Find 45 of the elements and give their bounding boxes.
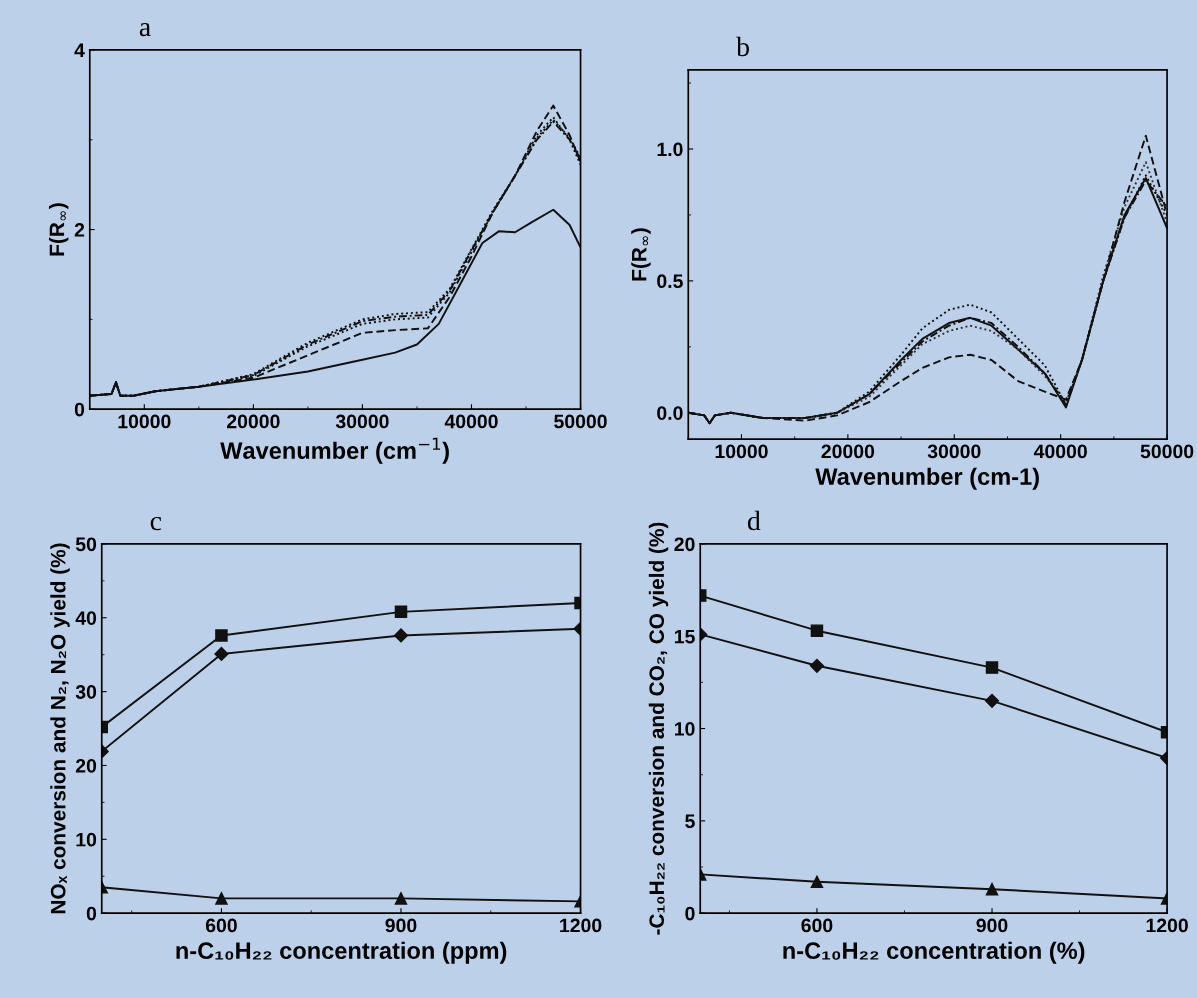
x-axis-title: n-C₁₀H₂₂ concentration (ppm) — [176, 941, 507, 964]
x-axis-title: Wavenumber (cm-1) — [815, 467, 1039, 490]
x-tick-label: 1200 — [560, 918, 602, 933]
y-tick-label: 1.0 — [657, 142, 683, 157]
x-tick-label: 600 — [801, 918, 833, 933]
y-tick-label: 0.5 — [657, 274, 683, 289]
x-tick-label: 20000 — [821, 444, 875, 459]
chart-title: d — [747, 510, 761, 531]
chart-title: b — [736, 36, 749, 57]
chart-title: a — [139, 22, 151, 37]
x-tick-label: 1200 — [1146, 918, 1188, 933]
x-tick-label: 900 — [385, 918, 417, 933]
x-tick-label: 10000 — [118, 414, 171, 429]
y-tick-label: 10 — [76, 832, 97, 847]
y-tick-label: 4 — [74, 43, 85, 57]
x-tick-label: 10000 — [715, 444, 768, 459]
y-tick-label: 50 — [75, 537, 97, 552]
y-tick-label: 15 — [674, 629, 695, 644]
x-tick-label: 40000 — [1033, 444, 1087, 459]
y-tick-label: 30 — [75, 685, 97, 699]
y-tick-label: 10 — [674, 722, 695, 736]
x-axis-title: Wavenumber (cm$^{−1}$) — [220, 437, 449, 464]
x-tick-label: 40000 — [444, 414, 498, 429]
y-axis-title: F(R$_{∞}$) — [631, 228, 651, 281]
y-tick-label: 20 — [75, 758, 97, 773]
x-tick-label: 30000 — [927, 444, 981, 459]
x-tick-label: 900 — [976, 918, 1008, 933]
y-tick-label: 0 — [86, 906, 97, 921]
y-axis-title: -C₁₀H₂₂ conversion and CO₂, CO yield (%) — [648, 522, 669, 935]
x-axis-title: n-C₁₀H₂₂ concentration (%) — [783, 941, 1085, 964]
chart-title: c — [150, 516, 162, 531]
y-axis-title: NOₓ conversion and N₂, N₂O yield (%) — [50, 543, 70, 914]
x-tick-label: 30000 — [335, 414, 389, 429]
y-axis-title: F(R$_{∞}$) — [48, 203, 69, 256]
x-tick-label: 50000 — [554, 414, 607, 429]
y-tick-label: 0.0 — [657, 406, 683, 420]
y-tick-label: 20 — [674, 537, 695, 552]
x-tick-label: 20000 — [227, 414, 280, 429]
x-tick-label: 50000 — [1140, 444, 1194, 459]
y-tick-label: 40 — [75, 611, 97, 625]
y-tick-label: 2 — [74, 223, 85, 237]
x-tick-label: 600 — [205, 918, 237, 933]
y-tick-label: 0 — [74, 402, 85, 417]
y-tick-label: 0 — [685, 906, 695, 921]
y-tick-label: 5 — [685, 814, 695, 829]
